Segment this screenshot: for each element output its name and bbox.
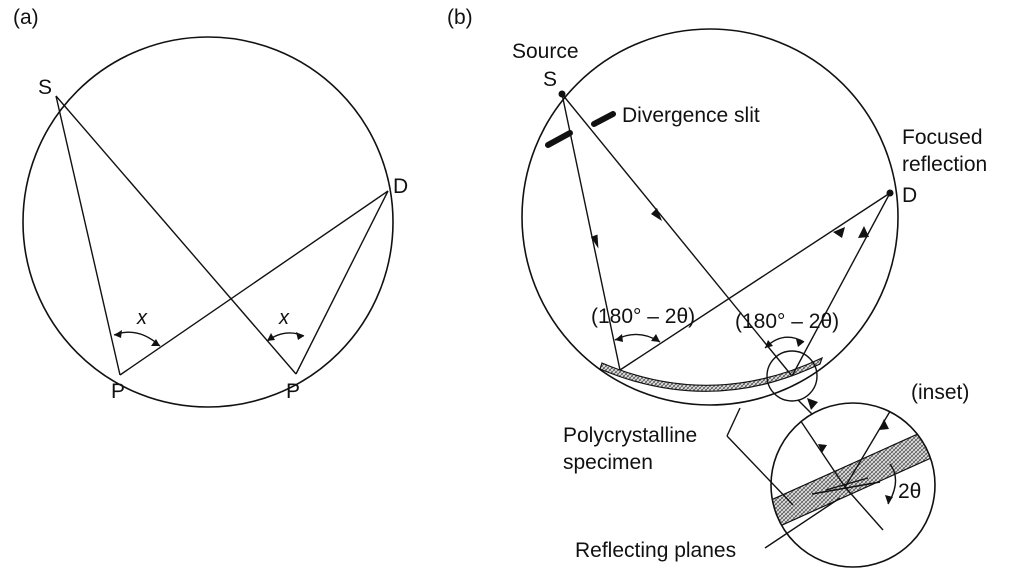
inset-normal-line — [845, 487, 883, 530]
panel-a-label: (a) — [13, 6, 39, 29]
panel-a-rays — [56, 96, 388, 375]
point-d-label: D — [393, 175, 408, 198]
panel-a: (a) S D P P x x — [13, 6, 408, 407]
ray-s-left — [562, 94, 620, 370]
panel-b: (b) — [447, 6, 987, 567]
divergence-slit-bar-left — [548, 133, 570, 145]
detector-point — [887, 190, 894, 197]
angle-label-left: (180° – 2θ) — [591, 305, 695, 328]
inset-label: (inset) — [911, 381, 969, 404]
specimen-label-2: specimen — [563, 451, 653, 474]
panel-a-circle — [23, 37, 393, 407]
ray-p1-d — [120, 191, 388, 375]
ray-p2-d — [296, 191, 388, 374]
source-label: Source — [512, 40, 579, 63]
specimen-leader — [727, 436, 793, 505]
angle-label-x2: x — [278, 307, 290, 329]
point-s-label: S — [38, 76, 52, 99]
focusing-circle — [522, 29, 898, 405]
angle-label-right: (180° – 2θ) — [735, 310, 839, 333]
focused-reflection-label-2: reflection — [902, 153, 987, 176]
reflecting-planes-label: Reflecting planes — [575, 539, 736, 562]
arrowhead — [591, 235, 601, 250]
point-p2-label: P — [286, 380, 300, 403]
panel-b-rays — [562, 94, 890, 376]
inset — [760, 403, 960, 567]
source-point — [559, 91, 566, 98]
polycrystalline-specimen — [600, 358, 822, 391]
panel-b-angle-arcs — [615, 334, 804, 348]
specimen-leader — [727, 408, 740, 436]
arrowhead-right — [296, 332, 304, 340]
inset-incident-ray — [790, 405, 845, 487]
point-d-label: D — [902, 184, 917, 207]
point-s-label: S — [543, 68, 557, 91]
divergence-slit-bar-right — [594, 114, 613, 124]
ray-s-p1 — [56, 96, 120, 375]
divergence-slit-label: Divergence slit — [622, 104, 760, 127]
point-p1-label: P — [111, 380, 125, 403]
arrowhead-left — [615, 334, 623, 342]
ray-right-d — [792, 193, 890, 376]
specimen-label-1: Polycrystalline — [563, 424, 697, 447]
ray-s-p2 — [56, 96, 296, 374]
panel-a-angle-arcs — [114, 330, 304, 346]
two-theta-label: 2θ — [898, 480, 921, 503]
angle-label-x1: x — [136, 307, 148, 329]
arrowhead — [879, 419, 889, 430]
panel-b-label: (b) — [447, 6, 473, 29]
arrowhead — [858, 226, 869, 238]
arrowhead — [807, 398, 818, 410]
focused-reflection-label-1: Focused — [902, 126, 983, 149]
